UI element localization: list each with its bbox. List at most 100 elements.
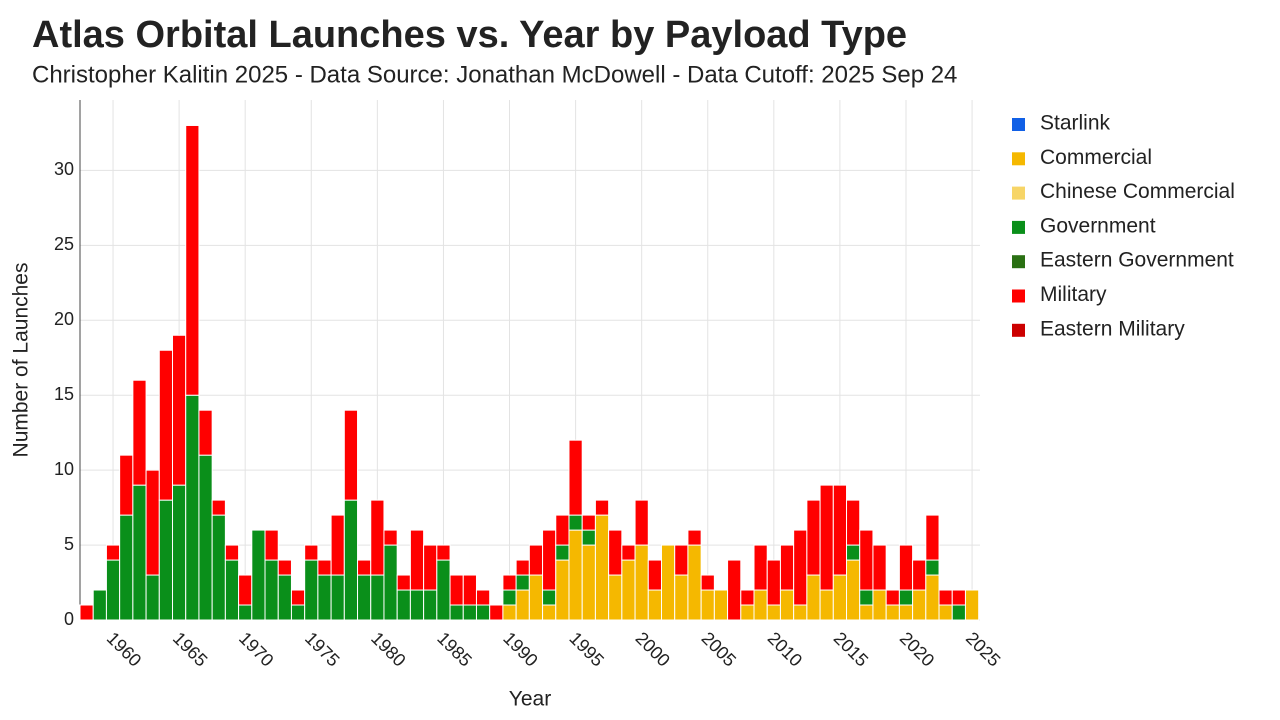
legend-swatch	[1012, 255, 1025, 269]
bar-segment	[423, 589, 438, 621]
bar-segment	[211, 514, 226, 621]
bar-segment	[925, 574, 940, 621]
bar-segment	[304, 559, 319, 621]
bar-segment	[674, 544, 689, 576]
x-tick-label: 1990	[499, 628, 541, 670]
bar-segment	[436, 544, 451, 561]
bar-segment	[594, 514, 610, 621]
y-tick-label: 30	[54, 159, 74, 179]
bar-segment	[819, 484, 834, 591]
bar-segment	[753, 544, 768, 591]
bar-segment	[502, 589, 517, 606]
bar-segment	[185, 394, 200, 621]
bar-segment	[396, 589, 411, 621]
bar-segment	[542, 589, 557, 606]
bar-segment	[885, 604, 900, 621]
bar-segment	[277, 559, 292, 576]
bar-segment	[330, 514, 345, 576]
y-tick-label: 10	[54, 459, 74, 479]
bar-segment	[172, 484, 187, 621]
bar-segment	[872, 544, 887, 591]
bar-segment	[793, 604, 808, 621]
x-tick-label: 2005	[698, 628, 740, 670]
legend-swatch	[1012, 118, 1025, 131]
x-tick-label: 2000	[631, 628, 673, 670]
bar-segment	[185, 124, 200, 396]
legend-label: Government	[1040, 214, 1156, 237]
bar-segment	[793, 529, 808, 606]
bar-segment	[528, 544, 544, 576]
bar-segment	[502, 574, 517, 591]
bar-segment	[687, 529, 702, 546]
bar-segment	[594, 499, 610, 516]
bar-segment	[515, 574, 530, 591]
bar-segment	[224, 544, 240, 561]
chart-title: Atlas Orbital Launches vs. Year by Paylo…	[32, 14, 907, 56]
bar-segment	[832, 574, 848, 621]
legend-label: Starlink	[1040, 112, 1111, 135]
bar-segment	[158, 349, 174, 501]
bar-segment	[647, 589, 662, 621]
y-axis-title: Number of Launches	[10, 263, 33, 458]
bar-segment	[449, 604, 464, 621]
bar-segment	[568, 439, 583, 516]
bar-segment	[568, 514, 583, 531]
bar-segment	[105, 544, 121, 561]
bar-segment	[713, 589, 729, 621]
bar-segment	[568, 529, 583, 621]
legend-swatch	[1012, 220, 1025, 234]
bar-segment	[357, 559, 372, 576]
bar-segment	[542, 604, 557, 621]
bar-segment	[290, 589, 306, 606]
bar-segment	[290, 604, 306, 621]
bar-segment	[859, 529, 874, 591]
bar-segment	[766, 559, 781, 606]
bar-segment	[317, 574, 332, 621]
bar-segment	[396, 574, 411, 591]
x-axis-title: Year	[509, 688, 551, 711]
bar-segment	[740, 589, 755, 606]
bar-segment	[766, 604, 781, 621]
bar-segment	[132, 379, 147, 486]
bar-segment	[859, 604, 874, 621]
bar-segment	[357, 574, 372, 621]
bar-segment	[105, 559, 121, 621]
bar-segment	[370, 499, 385, 576]
bar-segment	[608, 529, 623, 576]
bar-segment	[660, 544, 676, 621]
bar-segment	[634, 499, 649, 546]
bar-segment	[119, 514, 134, 621]
y-tick-label: 20	[54, 309, 74, 329]
bar-segment	[409, 529, 425, 591]
bar-segment	[925, 559, 940, 576]
x-tick-label: 2020	[896, 628, 938, 670]
bar-segment	[462, 604, 477, 621]
bar-segment	[898, 589, 914, 606]
legend-label: Eastern Military	[1040, 317, 1185, 340]
legend-swatch	[1012, 289, 1025, 303]
bar-segment	[687, 544, 702, 621]
bar-segment	[475, 589, 491, 606]
bar-segment	[674, 574, 689, 621]
bar-segment	[608, 574, 623, 621]
bar-segment	[806, 574, 821, 621]
legend-swatch	[1012, 186, 1025, 200]
bar-segment	[700, 574, 715, 591]
legend-label: Commercial	[1040, 146, 1152, 169]
bar-segment	[740, 604, 755, 621]
x-tick-label: 1980	[367, 628, 409, 670]
bar-segment	[489, 604, 504, 621]
bar-segment	[647, 559, 662, 591]
bar-segment	[872, 589, 887, 621]
bar-segment	[370, 574, 385, 621]
bar-segment	[859, 589, 874, 606]
bar-segment	[475, 604, 491, 621]
bar-segment	[264, 529, 279, 561]
bar-segment	[753, 589, 768, 621]
x-tick-label: 2015	[830, 628, 872, 670]
bar-segment	[343, 409, 359, 501]
y-tick-label: 5	[64, 534, 74, 554]
legend-label: Military	[1040, 283, 1107, 306]
x-tick-label: 1965	[169, 628, 211, 670]
bar-segment	[119, 454, 134, 516]
